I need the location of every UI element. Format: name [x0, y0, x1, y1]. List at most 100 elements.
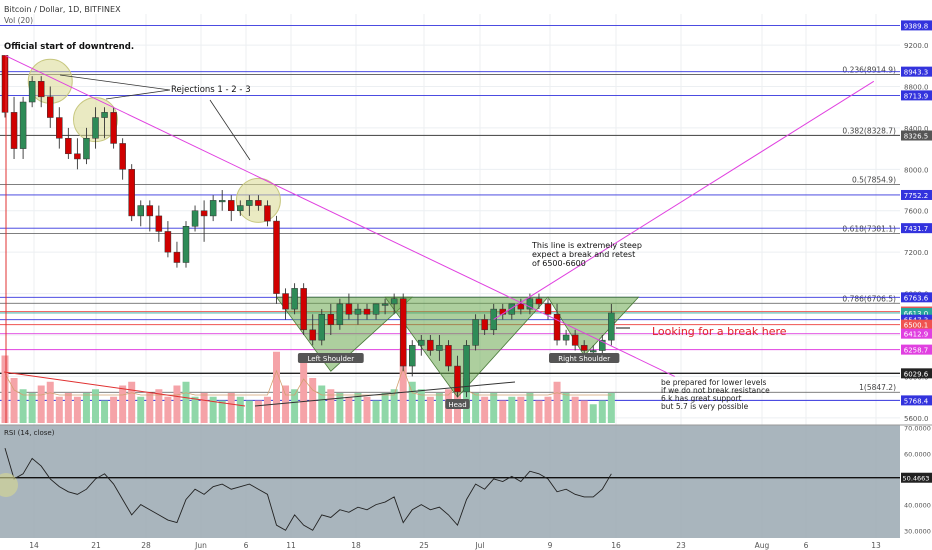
price-badge-label: 7752.2: [904, 192, 929, 200]
volume-bar: [408, 381, 416, 423]
x-tick-label: 21: [91, 541, 101, 550]
volume-bar: [327, 389, 335, 423]
candlesticks: [1, 55, 615, 398]
candle-body: [74, 153, 81, 160]
volume-ma-line: [4, 366, 612, 396]
volume-bar: [544, 396, 552, 423]
volume-bar: [236, 396, 244, 423]
fib-label: 0.618(7381.1): [842, 224, 896, 233]
right-shoulder-label: Right Shoulder: [558, 355, 610, 363]
candle-body: [37, 81, 45, 98]
volume-bar: [64, 393, 72, 423]
volume-bar: [354, 393, 362, 423]
drawings: [3, 54, 875, 423]
price-badge: [901, 292, 932, 303]
price-badge: [901, 328, 932, 339]
price-badge-label: 6412.9: [904, 331, 929, 339]
x-tick-label: Jul: [474, 541, 484, 550]
candle-body: [110, 112, 117, 144]
price-badge: [901, 344, 932, 355]
volume-bar: [110, 396, 118, 423]
price-badge: [901, 20, 932, 31]
candle-body: [173, 251, 181, 263]
candle-body: [273, 220, 280, 294]
volume-bar: [263, 396, 271, 423]
candle-body: [508, 303, 516, 315]
volume-bar: [101, 400, 109, 423]
volume-trend-red: [3, 371, 246, 407]
candle-body: [590, 350, 597, 353]
rsi-tick-label: 70.0000: [904, 425, 931, 433]
fib-label: 0.5(7854.9): [852, 175, 896, 184]
x-tick-label: 13: [871, 541, 881, 550]
volume-bar: [227, 393, 235, 423]
price-tick-label: 9200.0: [904, 42, 929, 50]
volume-bar: [146, 393, 154, 423]
rsi-tick-label: 30.0000: [904, 527, 931, 535]
x-tick-label: 9: [548, 541, 553, 550]
symbol-title: Bitcoin / Dollar, 1D, BITFINEX: [4, 5, 121, 14]
x-tick-label: 14: [29, 541, 39, 550]
x-tick-label: 28: [141, 541, 151, 550]
volume-bar: [164, 396, 172, 423]
volume-bar: [508, 396, 516, 423]
price-tick-label: 8000.0: [904, 166, 929, 174]
candle-body: [255, 200, 262, 206]
rsi-badge-label: 50.4663: [903, 475, 930, 483]
candle-body: [1, 55, 9, 113]
head-label-bg: [445, 399, 470, 409]
x-tick-label: 18: [351, 541, 361, 550]
price-badge-label: 8943.3: [904, 69, 929, 77]
volume-bar: [372, 400, 380, 423]
volume-bar: [37, 385, 45, 423]
candle-body: [445, 345, 452, 367]
candle-body: [544, 303, 552, 315]
price-tick-label: 8800.0: [904, 83, 929, 91]
x-tick-label: Jun: [194, 541, 207, 550]
candle-body: [553, 314, 561, 341]
price-badge-label: 8326.5: [904, 133, 929, 141]
price-badge-label: 6258.7: [904, 347, 929, 355]
candle-body: [119, 143, 126, 170]
candle-body: [10, 112, 18, 149]
volume-bar: [46, 381, 54, 423]
candle-body: [19, 101, 27, 149]
price-badge: [901, 130, 932, 141]
volume-bar: [10, 378, 18, 423]
volume-bar: [526, 393, 534, 423]
volume-bar: [82, 393, 90, 423]
candle-body: [363, 308, 371, 315]
rejections-annotation: Rejections 1 - 2 - 3: [171, 85, 251, 95]
break-annotation: Looking for a break here: [652, 325, 787, 338]
candle-body: [608, 312, 615, 341]
price-badge-label: 6763.6: [904, 294, 929, 302]
price-badge-label: 6500.1: [904, 322, 929, 330]
candle-body: [336, 303, 344, 325]
candle-body: [599, 339, 606, 351]
price-badge: [901, 368, 932, 379]
fib-label: 0.236(8914.9): [842, 66, 896, 75]
volume-bar: [580, 400, 588, 423]
candle-body: [28, 81, 36, 103]
candle-body: [381, 303, 389, 306]
volume-bar: [182, 381, 190, 423]
volume-bar: [562, 393, 570, 423]
candle-body: [182, 226, 190, 263]
price-badge-label: 8713.9: [904, 92, 929, 100]
volume-bar: [589, 404, 597, 423]
left-shoulder-label-bg: [297, 353, 364, 363]
price-badge-label: 6613.0: [904, 310, 929, 318]
volume-bar: [55, 396, 63, 423]
candle-body: [580, 345, 588, 351]
price-badge-label: 9389.8: [904, 22, 929, 30]
x-tick-label: 6: [244, 541, 249, 550]
fib-label: 1(5847.2): [859, 383, 896, 392]
volume-bar: [435, 393, 443, 423]
rsi-background: [0, 425, 900, 538]
candle-body: [427, 339, 434, 351]
rsi-circle: [0, 473, 18, 497]
rsi-label: RSI (14, close): [4, 429, 55, 437]
rejection-arrow-1: [59, 74, 171, 91]
volume-bar: [209, 396, 217, 423]
